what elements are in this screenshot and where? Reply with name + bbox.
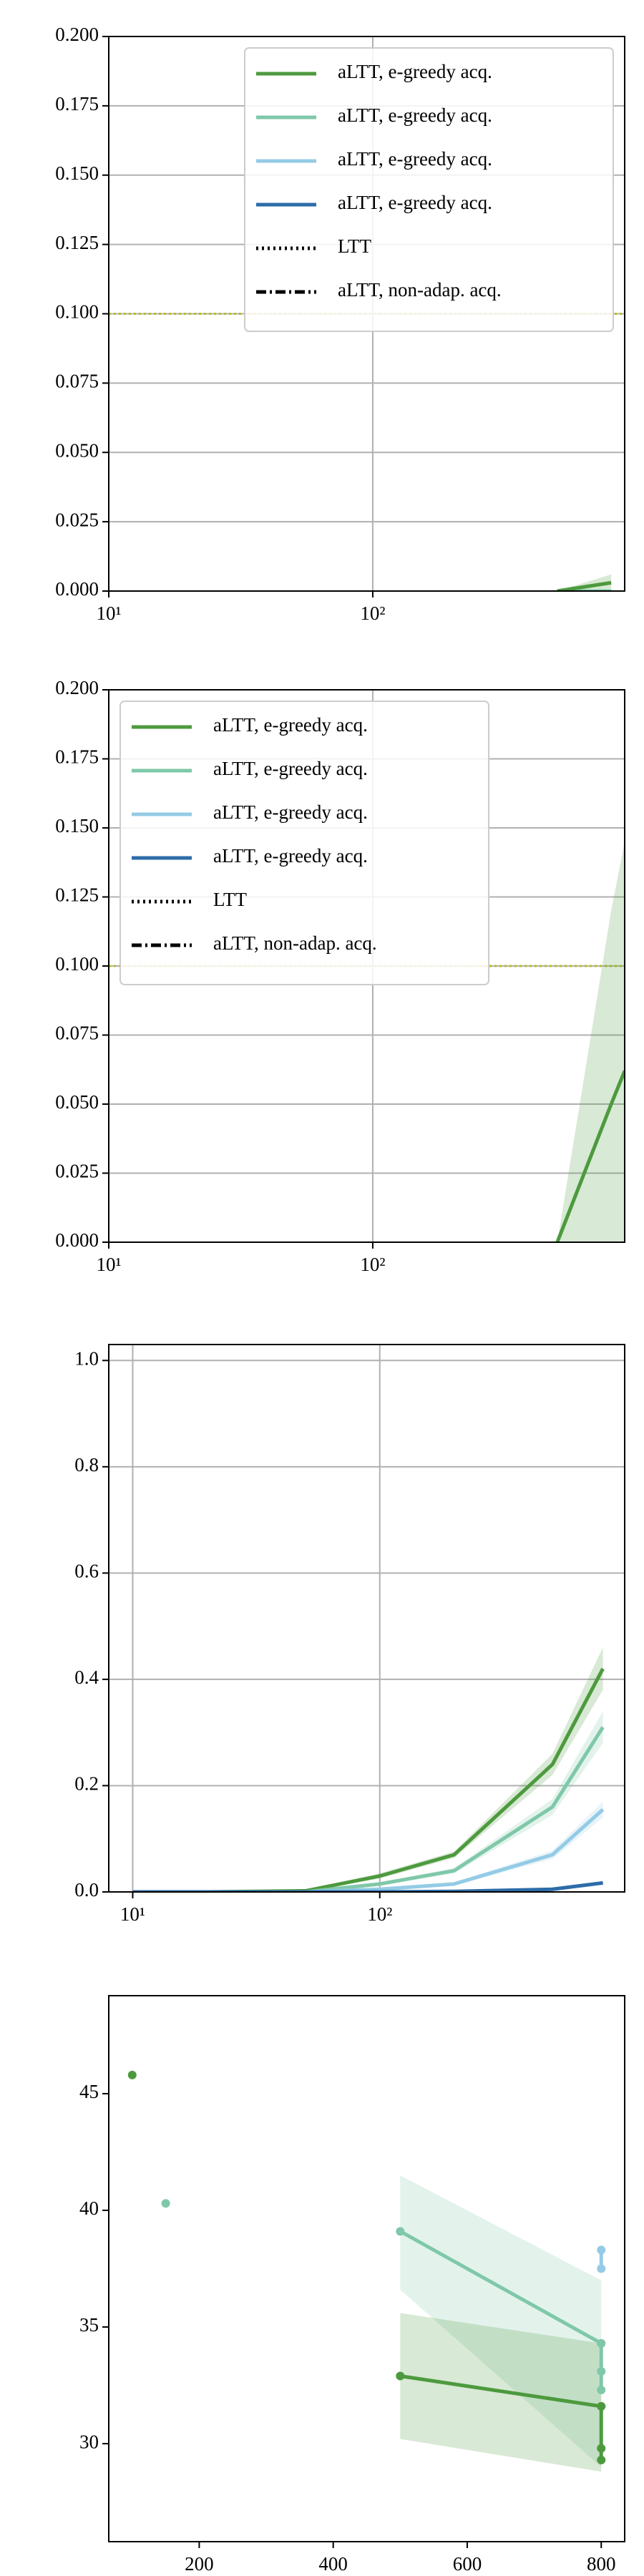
- confidence-band: [557, 841, 625, 1242]
- y-tick-label: 0.050: [55, 1091, 99, 1113]
- legend-label: aLTT, e-greedy acq.: [213, 714, 368, 736]
- legend-label: LTT: [213, 889, 248, 910]
- x-tick-label: 10²: [367, 1903, 392, 1925]
- plot: [109, 313, 625, 591]
- y-tick-label: 0.175: [55, 746, 99, 768]
- y-tick-label: 0.125: [55, 232, 99, 253]
- legend-label: aLTT, e-greedy acq.: [338, 192, 492, 213]
- legend-label: aLTT, e-greedy acq.: [338, 104, 492, 126]
- series-line: [557, 580, 612, 591]
- x-tick-label: 10¹: [96, 1254, 121, 1275]
- y-tick-label: 0.075: [55, 1023, 99, 1044]
- series-line: [132, 1726, 605, 1892]
- confidence-band: [400, 2175, 602, 2467]
- y-tick-label: 0.175: [55, 93, 99, 114]
- y-tick-label: 0.125: [55, 884, 99, 906]
- y-tick-label: 0.0: [74, 1879, 99, 1901]
- x-tick-label: 10²: [360, 602, 385, 624]
- point: [396, 2371, 405, 2381]
- x-tick-label: 10¹: [96, 602, 121, 624]
- confidence-band: [132, 1711, 603, 1892]
- y-tick-label: 40: [79, 2197, 99, 2219]
- legend-label: aLTT, e-greedy acq.: [213, 801, 368, 823]
- chart: 200 400 600 800 30 35 40 45: [79, 1995, 625, 2575]
- confidence-band: [557, 574, 612, 591]
- x-tick-label: 10¹: [120, 1903, 145, 1925]
- point: [597, 2264, 606, 2273]
- series-line: [132, 1667, 605, 1892]
- y-tick-label: 0.025: [55, 509, 99, 530]
- y-tick-label: 0.150: [55, 815, 99, 836]
- y-tick-label: 45: [79, 2081, 99, 2102]
- point: [161, 2199, 170, 2208]
- series-line: [555, 1070, 625, 1242]
- series-line: [399, 2374, 602, 2409]
- series-line: [132, 1808, 605, 1892]
- legend-label: aLTT, e-greedy acq.: [213, 758, 368, 779]
- y-tick-label: 0.200: [55, 677, 99, 698]
- y-tick-label: 0.2: [74, 1773, 99, 1795]
- chart: 10¹ 10² 0.0 0.2 0.4 0.6 0.8 1.0: [74, 1344, 625, 1925]
- legend-label: aLTT, e-greedy acq.: [338, 61, 492, 82]
- point: [597, 2386, 606, 2395]
- series-line: [399, 2230, 602, 2346]
- y-tick-label: 0.8: [74, 1454, 99, 1475]
- chart: 10¹ 10² 0.000 0.025 0.050 0.075 0.100 0.125 0.15…: [55, 677, 625, 1275]
- x-tick-label: 600: [453, 2553, 482, 2575]
- point: [597, 2366, 606, 2376]
- y-tick-label: 0.100: [55, 953, 99, 975]
- point: [597, 2444, 606, 2453]
- chart: 10¹ 10² 0.000 0.025 0.050 0.075 0.100 0.125 0.15…: [55, 24, 625, 624]
- y-tick-label: 0.150: [55, 162, 99, 184]
- point: [597, 2401, 606, 2411]
- point: [597, 2455, 606, 2464]
- legend-box: [119, 701, 489, 985]
- y-tick-label: 0.100: [55, 301, 99, 323]
- legend-label: aLTT, non-adap. acq.: [338, 279, 502, 301]
- y-tick-label: 30: [79, 2431, 99, 2452]
- legend-label: LTT: [338, 235, 372, 257]
- legend-label: aLTT, e-greedy acq.: [338, 148, 492, 170]
- plot-frame: [108, 1995, 625, 2542]
- y-tick-label: 0.6: [74, 1561, 99, 1582]
- x-tick-label: 10²: [360, 1254, 385, 1275]
- plot-frame: [108, 689, 625, 1243]
- x-tick-label: 200: [185, 2553, 214, 2575]
- y-tick-label: 0.200: [55, 24, 99, 45]
- y-tick-label: 0.000: [55, 1229, 99, 1251]
- point: [597, 2245, 606, 2255]
- confidence-band: [132, 1647, 603, 1892]
- y-tick-label: 1.0: [74, 1347, 99, 1369]
- point: [127, 2070, 137, 2079]
- y-tick-label: 0.4: [74, 1667, 99, 1688]
- y-tick-label: 0.075: [55, 371, 99, 392]
- point: [597, 2338, 606, 2348]
- legend-box: [244, 47, 614, 332]
- y-tick-label: 0.000: [55, 578, 99, 600]
- y-tick-label: 0.025: [55, 1161, 99, 1182]
- plot: [132, 1647, 605, 1892]
- plot: [127, 2070, 606, 2472]
- plot-frame: [108, 36, 625, 592]
- plot-frame: [108, 1344, 625, 1893]
- series-line: [132, 1880, 603, 1892]
- y-tick-label: 0.050: [55, 439, 99, 461]
- point: [396, 2227, 405, 2236]
- legend-label: aLTT, e-greedy acq.: [213, 845, 368, 867]
- legend-label: aLTT, non-adap. acq.: [213, 932, 377, 954]
- y-tick-label: 35: [79, 2314, 99, 2336]
- x-tick-label: 400: [318, 2553, 348, 2575]
- x-tick-label: 800: [587, 2553, 616, 2575]
